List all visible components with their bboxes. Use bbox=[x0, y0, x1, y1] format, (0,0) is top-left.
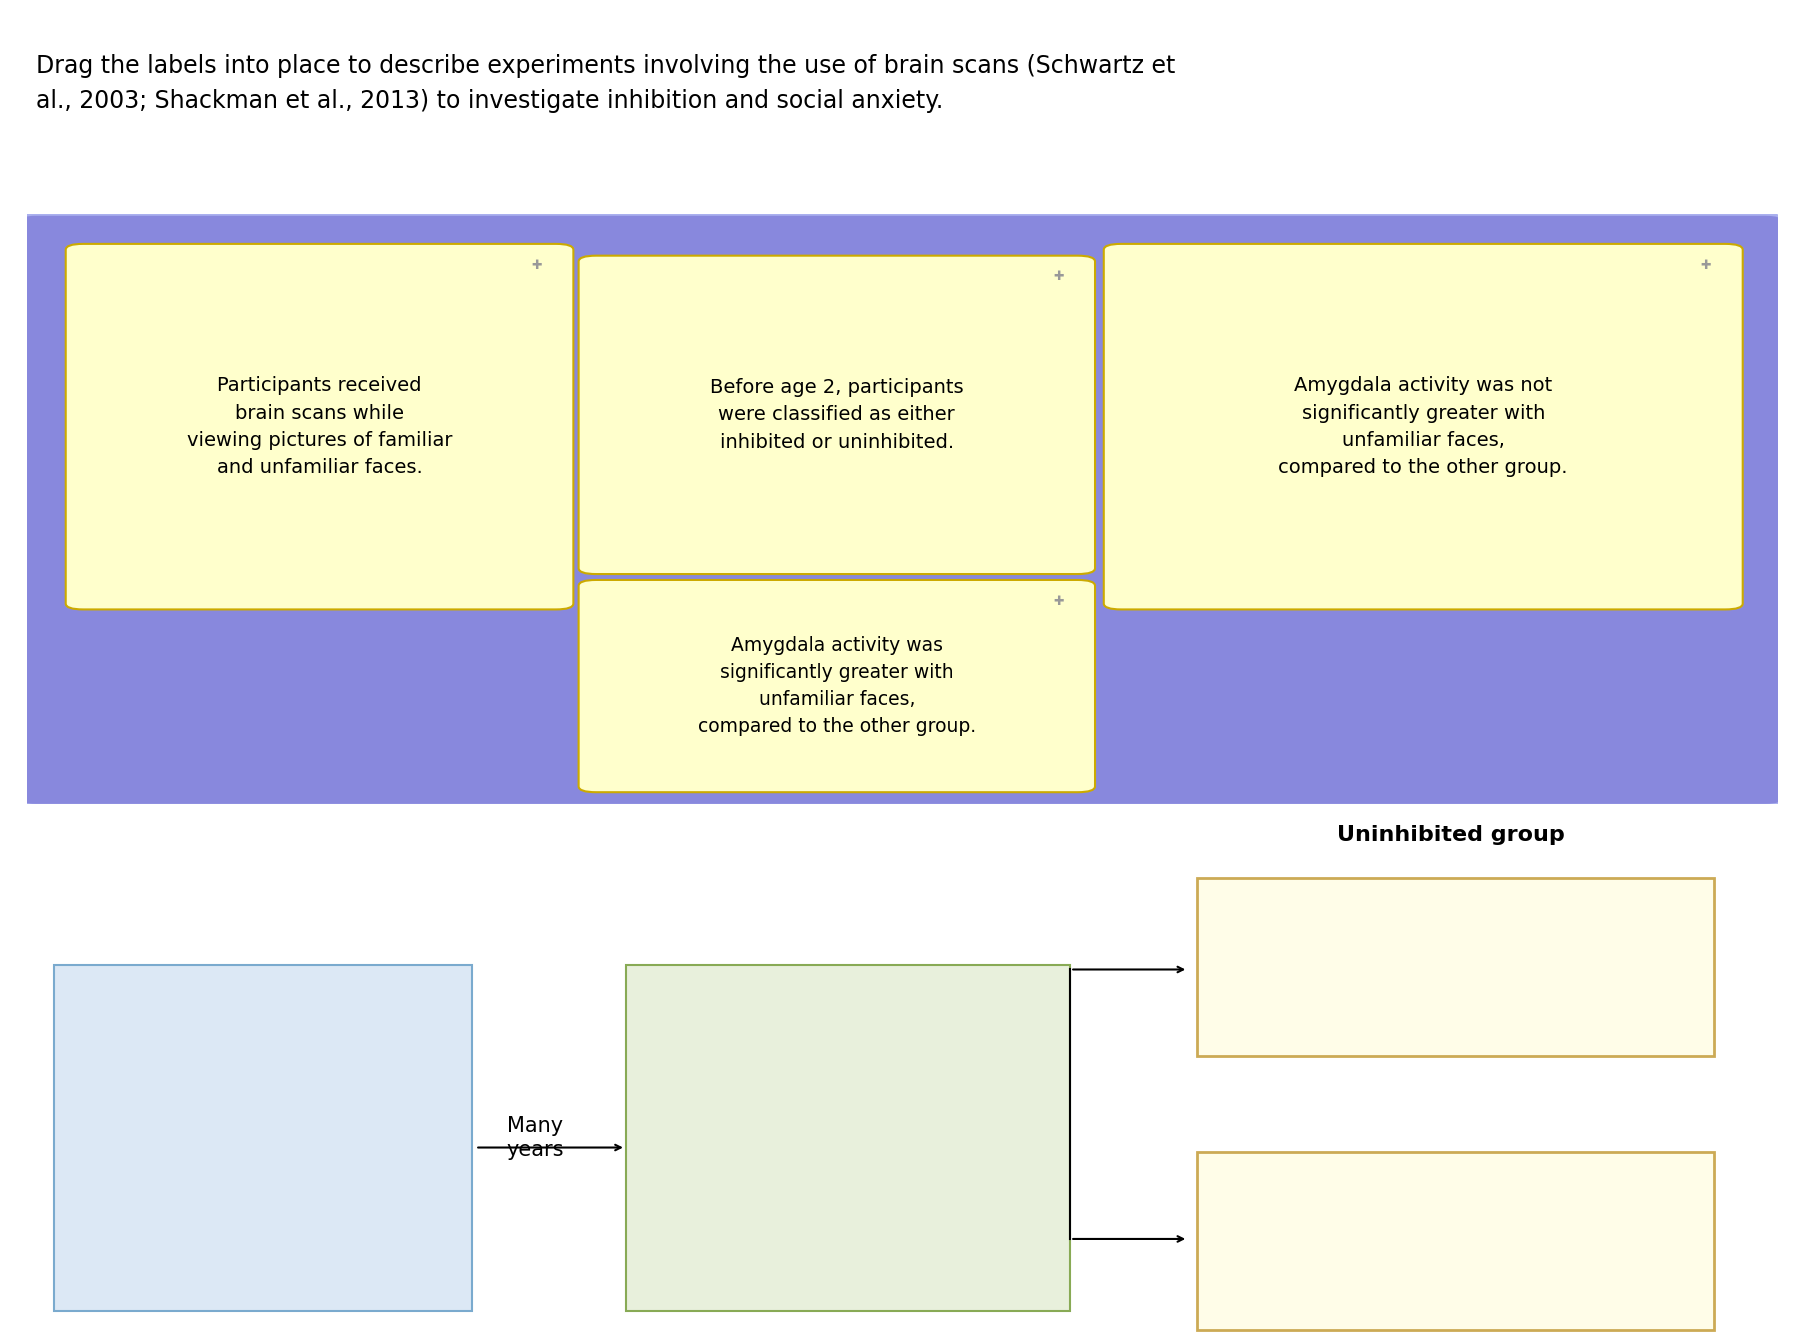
Text: Uninhibited group: Uninhibited group bbox=[1337, 824, 1565, 844]
Text: ✚: ✚ bbox=[1052, 595, 1063, 608]
FancyBboxPatch shape bbox=[1197, 1152, 1714, 1331]
FancyBboxPatch shape bbox=[1197, 878, 1714, 1056]
Text: ✚: ✚ bbox=[532, 259, 542, 272]
FancyBboxPatch shape bbox=[18, 214, 1783, 805]
Text: ✚: ✚ bbox=[1702, 259, 1711, 272]
Text: Before age 2, participants
were classified as either
inhibited or uninhibited.: Before age 2, participants were classifi… bbox=[709, 378, 963, 452]
FancyBboxPatch shape bbox=[65, 244, 573, 610]
Text: Drag the labels into place to describe experiments involving the use of brain sc: Drag the labels into place to describe e… bbox=[36, 54, 1175, 113]
Text: Amygdala activity was not
significantly greater with
unfamiliar faces,
compared : Amygdala activity was not significantly … bbox=[1279, 377, 1567, 477]
Text: Amygdala activity was
significantly greater with
unfamiliar faces,
compared to t: Amygdala activity was significantly grea… bbox=[698, 635, 976, 737]
FancyBboxPatch shape bbox=[579, 580, 1096, 792]
FancyBboxPatch shape bbox=[579, 256, 1096, 574]
FancyBboxPatch shape bbox=[1103, 244, 1743, 610]
Text: Participants received
brain scans while
viewing pictures of familiar
and unfamil: Participants received brain scans while … bbox=[187, 377, 452, 477]
FancyBboxPatch shape bbox=[54, 965, 472, 1311]
Text: Many
years: Many years bbox=[506, 1116, 564, 1159]
FancyBboxPatch shape bbox=[626, 965, 1070, 1311]
Text: ✚: ✚ bbox=[1052, 271, 1063, 284]
